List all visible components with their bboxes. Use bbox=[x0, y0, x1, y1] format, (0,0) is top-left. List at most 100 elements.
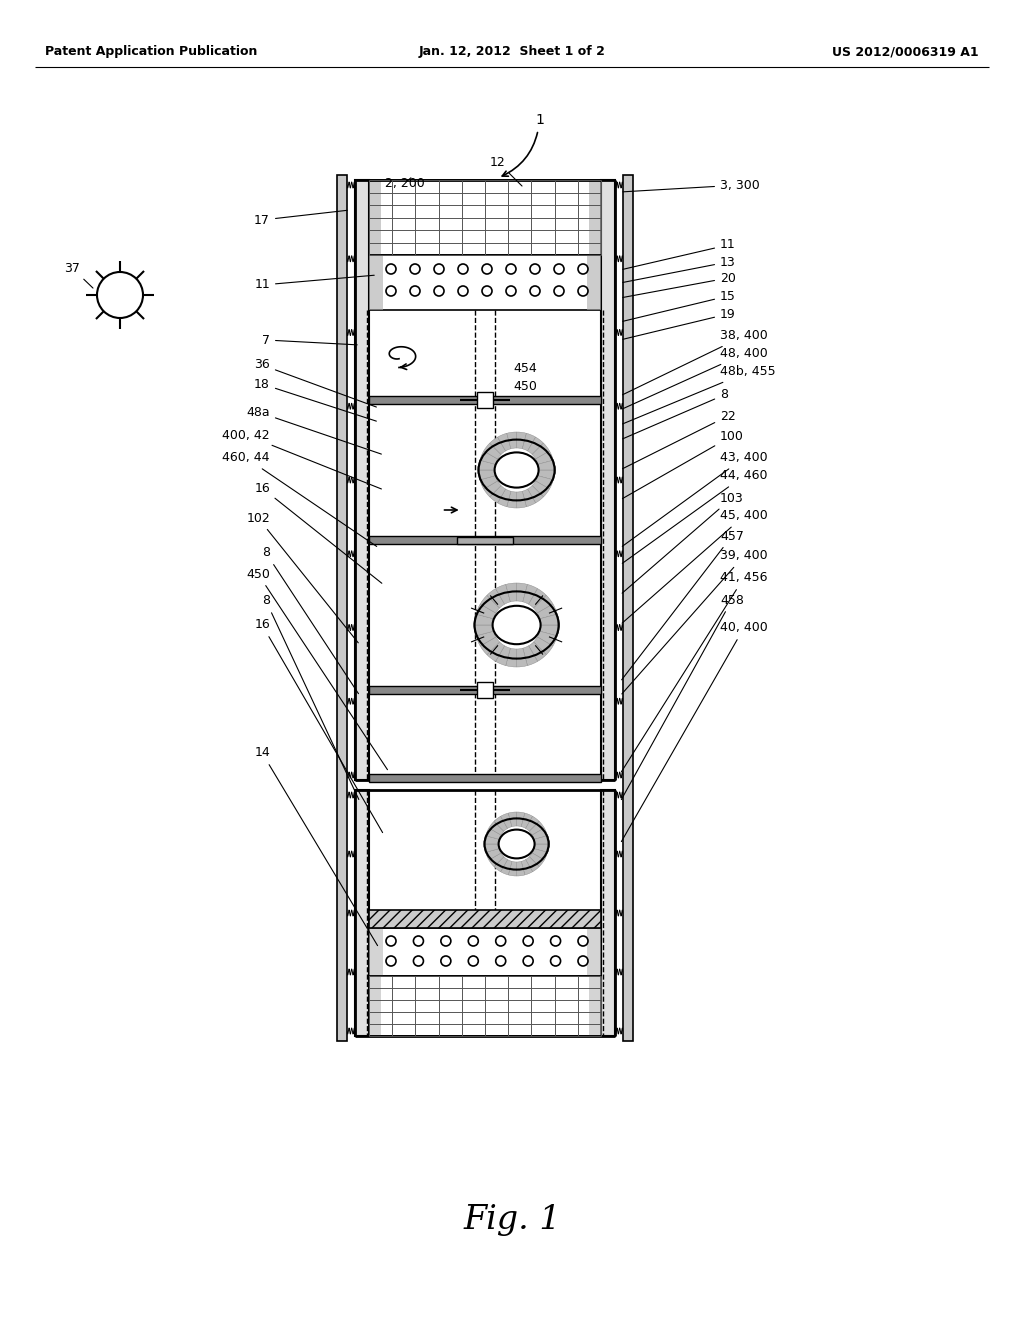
Wedge shape bbox=[476, 631, 496, 645]
Wedge shape bbox=[488, 821, 504, 836]
Wedge shape bbox=[486, 642, 505, 661]
Text: Fig. 1: Fig. 1 bbox=[463, 1204, 561, 1236]
Wedge shape bbox=[478, 461, 496, 470]
Wedge shape bbox=[516, 491, 526, 508]
Wedge shape bbox=[529, 853, 545, 867]
Text: 48a: 48a bbox=[247, 405, 381, 454]
Wedge shape bbox=[540, 614, 559, 624]
Text: 41, 456: 41, 456 bbox=[622, 572, 768, 772]
Bar bbox=[369, 909, 601, 928]
Bar bbox=[369, 975, 381, 1036]
Text: 18: 18 bbox=[254, 378, 377, 421]
Wedge shape bbox=[529, 821, 545, 836]
Wedge shape bbox=[508, 812, 516, 826]
Text: 36: 36 bbox=[254, 359, 377, 407]
Bar bbox=[623, 176, 633, 1041]
Wedge shape bbox=[484, 843, 500, 853]
Wedge shape bbox=[508, 862, 516, 876]
Text: 17: 17 bbox=[254, 210, 347, 227]
Text: 15: 15 bbox=[623, 289, 736, 321]
Wedge shape bbox=[506, 648, 516, 667]
Text: US 2012/0006319 A1: US 2012/0006319 A1 bbox=[833, 45, 979, 58]
Text: 8: 8 bbox=[262, 594, 358, 800]
Text: 40, 400: 40, 400 bbox=[622, 622, 768, 842]
Wedge shape bbox=[534, 836, 549, 843]
Wedge shape bbox=[538, 461, 555, 470]
Text: 450: 450 bbox=[246, 568, 387, 770]
Bar bbox=[369, 255, 383, 310]
Bar bbox=[589, 180, 601, 255]
Wedge shape bbox=[532, 480, 550, 496]
Text: 100: 100 bbox=[623, 429, 743, 499]
Wedge shape bbox=[498, 433, 511, 451]
Wedge shape bbox=[485, 828, 501, 840]
Text: 39, 400: 39, 400 bbox=[622, 549, 768, 694]
Wedge shape bbox=[478, 470, 496, 480]
Text: 14: 14 bbox=[254, 747, 378, 945]
Text: 400, 42: 400, 42 bbox=[222, 429, 381, 488]
Bar bbox=[369, 686, 601, 694]
Wedge shape bbox=[501, 813, 512, 829]
Text: 44, 460: 44, 460 bbox=[623, 470, 768, 564]
Wedge shape bbox=[532, 849, 548, 861]
Text: 454: 454 bbox=[513, 362, 537, 375]
Wedge shape bbox=[483, 444, 501, 459]
Text: Jan. 12, 2012  Sheet 1 of 2: Jan. 12, 2012 Sheet 1 of 2 bbox=[419, 45, 605, 58]
Wedge shape bbox=[534, 843, 549, 853]
Bar bbox=[355, 789, 369, 1036]
Bar bbox=[369, 255, 601, 310]
Bar bbox=[369, 975, 601, 1036]
Ellipse shape bbox=[493, 606, 541, 644]
Wedge shape bbox=[522, 433, 536, 451]
Wedge shape bbox=[474, 614, 494, 624]
Wedge shape bbox=[485, 849, 501, 861]
Wedge shape bbox=[522, 488, 536, 507]
Bar bbox=[477, 392, 493, 408]
Wedge shape bbox=[486, 589, 505, 609]
Wedge shape bbox=[516, 583, 527, 602]
Wedge shape bbox=[474, 624, 494, 636]
Text: 450: 450 bbox=[513, 380, 537, 392]
Text: 8: 8 bbox=[623, 388, 728, 438]
Wedge shape bbox=[480, 595, 500, 612]
Wedge shape bbox=[536, 451, 553, 465]
Wedge shape bbox=[538, 605, 557, 619]
Text: 458: 458 bbox=[622, 594, 743, 800]
Wedge shape bbox=[496, 645, 510, 665]
Bar bbox=[369, 536, 601, 544]
Bar bbox=[337, 176, 347, 1041]
Text: 37: 37 bbox=[65, 261, 93, 288]
Wedge shape bbox=[480, 451, 498, 465]
Bar bbox=[589, 975, 601, 1036]
Bar bbox=[587, 928, 601, 975]
Text: 3, 300: 3, 300 bbox=[623, 178, 760, 191]
Wedge shape bbox=[489, 437, 506, 454]
Wedge shape bbox=[476, 605, 496, 619]
Bar bbox=[355, 180, 369, 780]
Ellipse shape bbox=[478, 440, 555, 500]
Wedge shape bbox=[516, 648, 527, 667]
Wedge shape bbox=[516, 812, 525, 826]
Bar bbox=[369, 774, 601, 781]
Wedge shape bbox=[527, 486, 544, 503]
Circle shape bbox=[97, 272, 143, 318]
Wedge shape bbox=[489, 486, 506, 503]
Wedge shape bbox=[516, 432, 526, 449]
Bar bbox=[369, 928, 601, 975]
Wedge shape bbox=[525, 816, 540, 832]
Wedge shape bbox=[501, 859, 512, 875]
Text: 11: 11 bbox=[254, 276, 374, 292]
Wedge shape bbox=[523, 645, 538, 665]
Text: 38, 400: 38, 400 bbox=[623, 330, 768, 395]
Wedge shape bbox=[523, 585, 538, 605]
Text: 13: 13 bbox=[623, 256, 736, 282]
Wedge shape bbox=[525, 857, 540, 871]
Wedge shape bbox=[498, 488, 511, 507]
Wedge shape bbox=[536, 475, 553, 488]
Ellipse shape bbox=[474, 591, 559, 659]
Wedge shape bbox=[534, 638, 553, 655]
Bar bbox=[369, 180, 381, 255]
Wedge shape bbox=[494, 816, 508, 832]
Text: 16: 16 bbox=[254, 482, 382, 583]
Wedge shape bbox=[507, 491, 516, 508]
